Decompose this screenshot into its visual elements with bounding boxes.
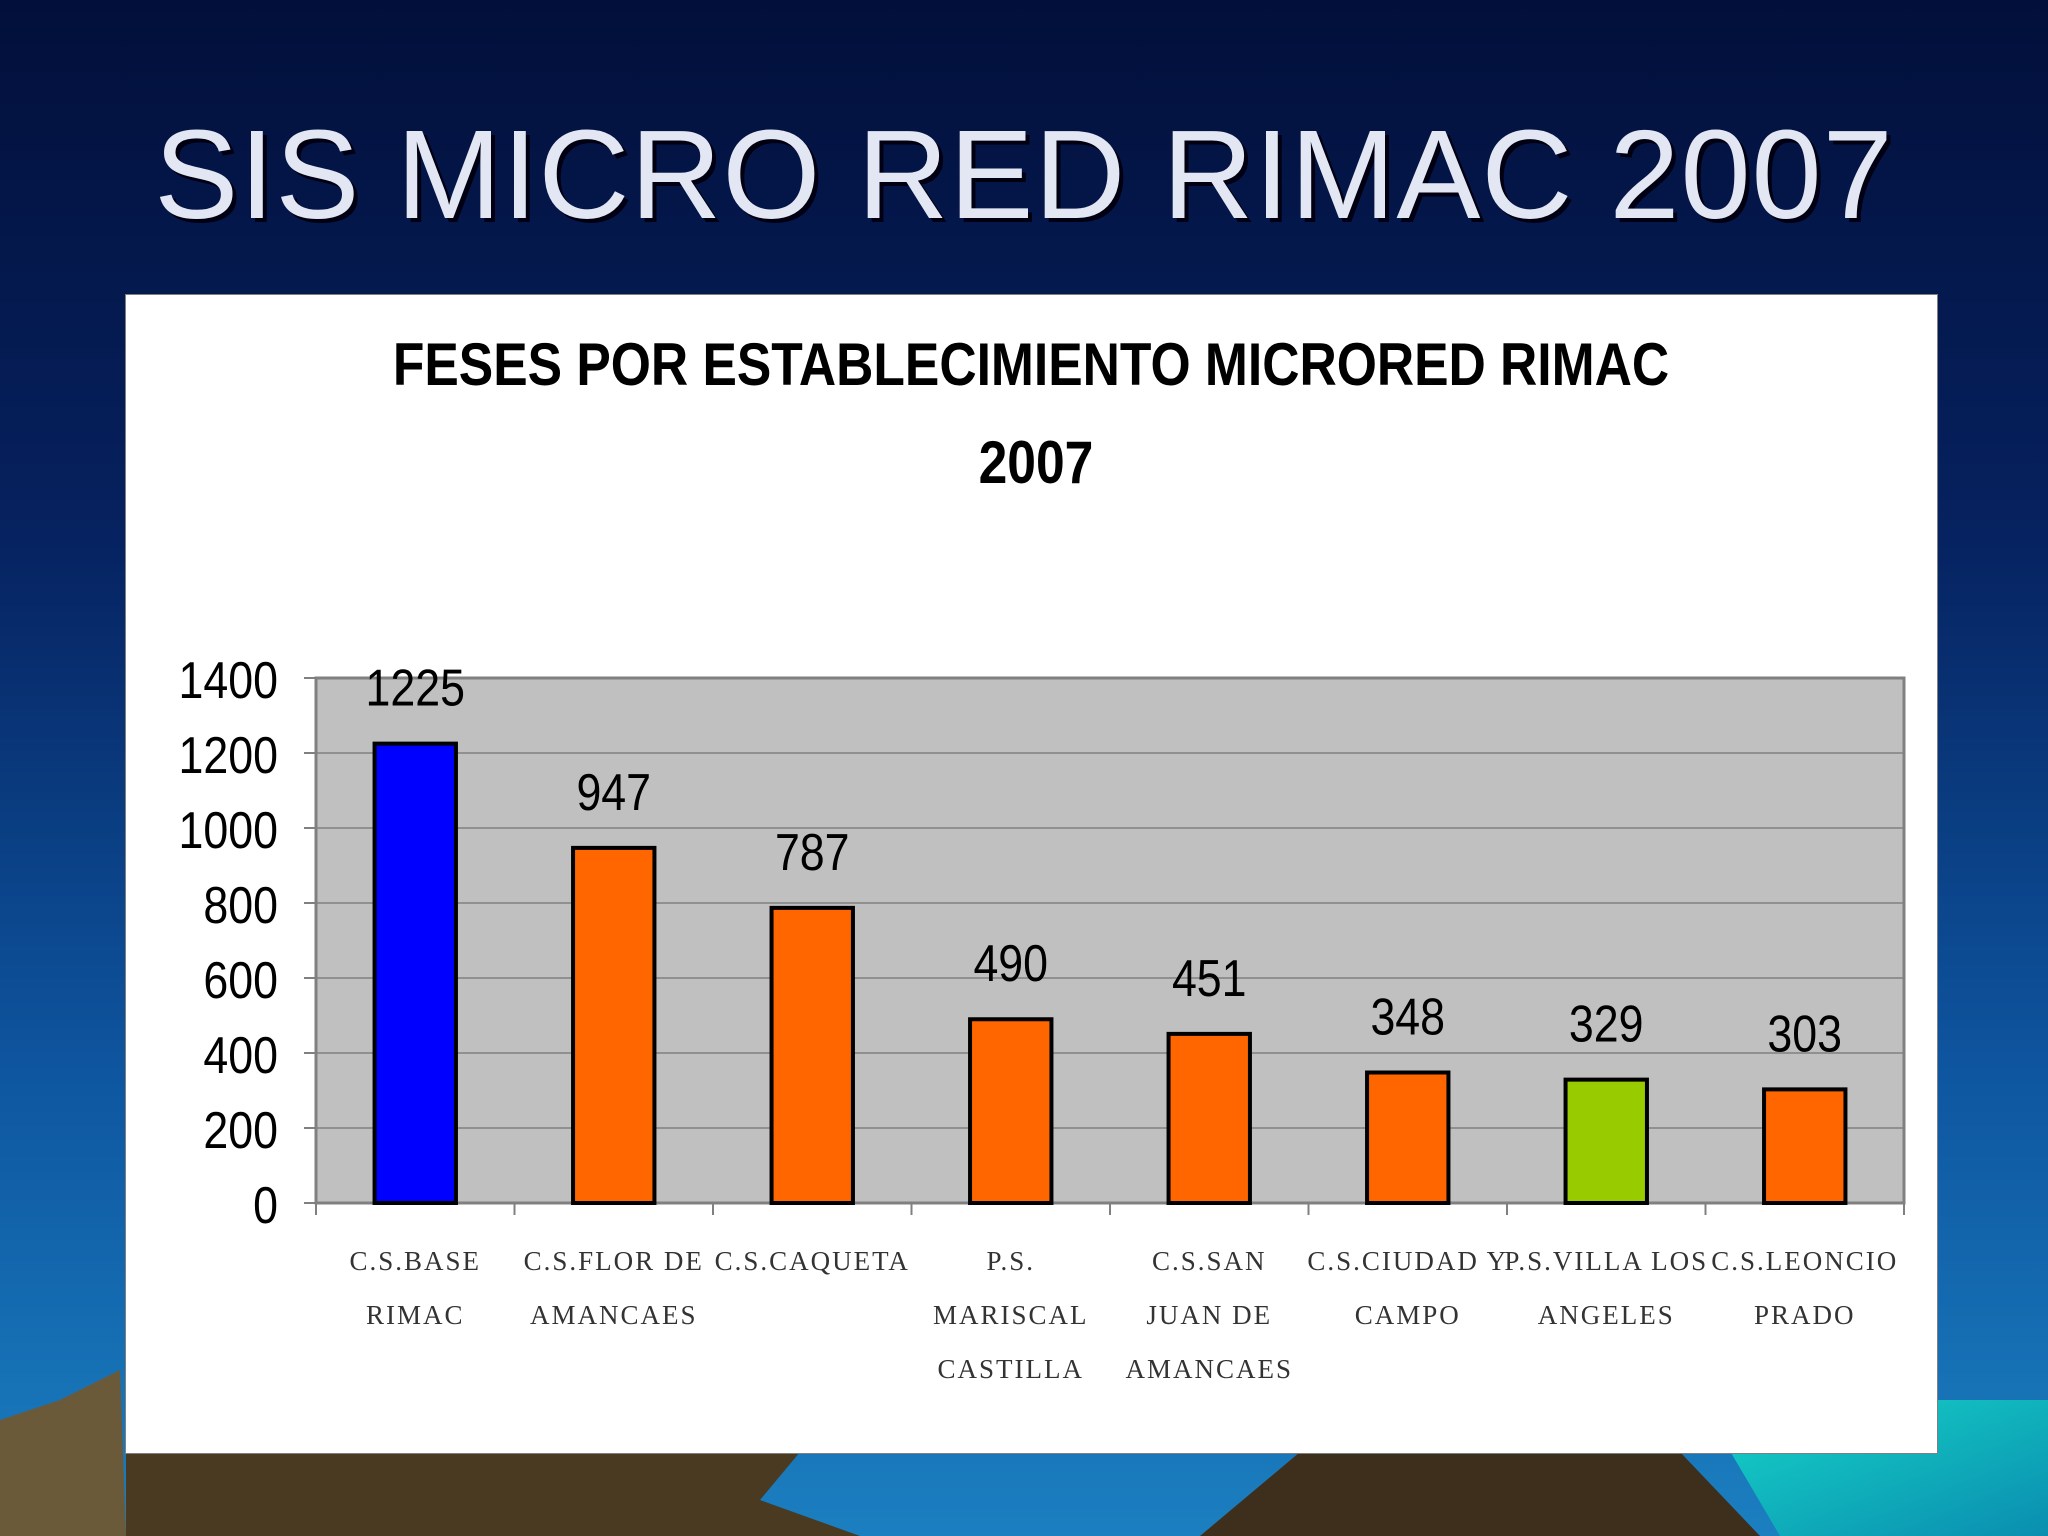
x-tick-label: C.S.FLOR DE xyxy=(524,1246,704,1276)
data-label: 329 xyxy=(1569,996,1644,1054)
data-label: 348 xyxy=(1370,988,1445,1046)
x-tick-label: RIMAC xyxy=(366,1300,465,1330)
data-label: 451 xyxy=(1172,950,1247,1008)
plot-layer: 0 200 400 600 800 1000 1200 1400 1225 C.S.BASE RIM… xyxy=(179,652,1906,1384)
y-tick-label: 1400 xyxy=(179,652,278,710)
x-tick-label: C.S.CIUDAD Y xyxy=(1307,1246,1508,1276)
y-tick-label: 0 xyxy=(253,1177,278,1235)
x-tick-label: ANGELES xyxy=(1538,1300,1675,1330)
x-tick-label: CASTILLA xyxy=(938,1354,1085,1384)
mountain-ridge xyxy=(126,1452,860,1536)
mountain-ridge-right xyxy=(1200,1452,1760,1536)
plot-area xyxy=(314,676,1906,1205)
y-tick-label: 200 xyxy=(203,1102,278,1160)
y-tick-label: 800 xyxy=(203,877,278,935)
x-tick-label: P.S.VILLA LOS xyxy=(1504,1246,1708,1276)
x-tick-label: C.S.BASE xyxy=(349,1246,481,1276)
bar xyxy=(1365,1070,1451,1205)
x-tick-label: AMANCAES xyxy=(530,1300,698,1330)
data-label: 1225 xyxy=(366,660,465,718)
bar xyxy=(372,741,458,1205)
x-tick-label: C.S.CAQUETA xyxy=(715,1246,910,1276)
data-label: 303 xyxy=(1767,1005,1842,1063)
chart-panel: FESES POR ESTABLECIMIENTO MICRORED RIMAC… xyxy=(125,294,1938,1454)
chart-title-line-1: FESES POR ESTABLECIMIENTO MICRORED RIMAC xyxy=(393,330,1669,398)
slide-title: SIS MICRO RED RIMAC 2007 xyxy=(154,104,1894,245)
bar xyxy=(571,845,657,1205)
bar xyxy=(1762,1087,1848,1205)
bar-chart: FESES POR ESTABLECIMIENTO MICRORED RIMAC… xyxy=(179,330,1906,1384)
x-tick-label: C.S.SAN xyxy=(1152,1246,1267,1276)
data-label: 787 xyxy=(775,824,850,882)
data-label: 947 xyxy=(576,764,651,822)
x-tick-label: JUAN DE xyxy=(1146,1300,1272,1330)
x-tick-label: AMANCAES xyxy=(1125,1354,1293,1384)
bar xyxy=(1563,1077,1649,1205)
mountain-shape xyxy=(0,1370,126,1536)
y-tick-label: 400 xyxy=(203,1027,278,1085)
bar xyxy=(968,1017,1054,1205)
x-tick-label: C.S.LEONCIO xyxy=(1711,1246,1898,1276)
y-tick-label: 1200 xyxy=(179,727,278,785)
x-tick-label: P.S. xyxy=(986,1246,1035,1276)
bar xyxy=(769,905,855,1205)
bar xyxy=(1166,1031,1252,1205)
x-tick-label: PRADO xyxy=(1754,1300,1856,1330)
x-tick-label: CAMPO xyxy=(1355,1300,1461,1330)
data-label: 490 xyxy=(973,935,1048,993)
y-tick-label: 1000 xyxy=(179,802,278,860)
y-tick-label: 600 xyxy=(203,952,278,1010)
x-tick-label: MARISCAL xyxy=(933,1300,1089,1330)
chart-title-line-2: 2007 xyxy=(979,428,1094,496)
